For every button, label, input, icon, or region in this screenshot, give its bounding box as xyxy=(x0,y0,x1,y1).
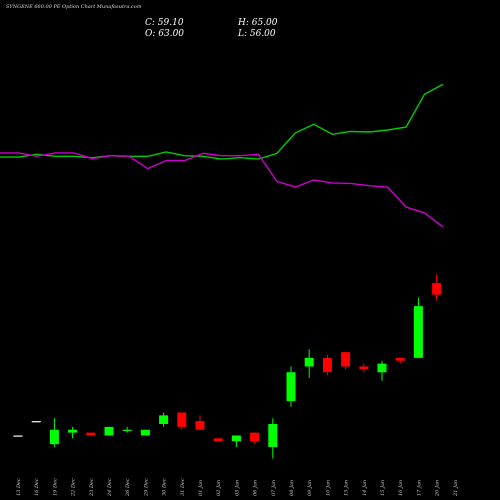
x-tick-label: 17 Jan xyxy=(416,480,422,496)
x-tick-label: 13 Dec xyxy=(16,478,22,496)
candle xyxy=(413,297,423,358)
candle-body xyxy=(140,429,150,436)
x-tick-label: 14 Jan xyxy=(362,480,368,496)
x-tick-label: 16 Jan xyxy=(398,480,404,496)
x-tick-label: 24 Dec xyxy=(107,478,113,497)
indicator-lines xyxy=(0,83,444,228)
x-tick-label: 01 Jan xyxy=(198,480,204,496)
x-tick-label: 08 Jan xyxy=(289,480,295,496)
chart-title: SYNGENE 660.00 PE Option Chart Munafasut… xyxy=(6,4,142,10)
x-tick-label: 15 Jan xyxy=(380,480,386,496)
candle-body xyxy=(268,424,278,447)
x-tick-label: 19 Dec xyxy=(52,478,58,496)
x-tick-label: 26 Dec xyxy=(125,478,131,497)
candle-body xyxy=(68,429,78,433)
candle xyxy=(104,426,114,436)
candle xyxy=(49,418,59,447)
candle-body xyxy=(122,429,132,431)
x-tick-label: 23 Dec xyxy=(89,478,95,497)
candle xyxy=(195,415,205,430)
candle xyxy=(304,349,314,378)
candle-body xyxy=(395,357,405,361)
x-tick-label: 21 Jan xyxy=(453,480,459,497)
candle xyxy=(341,352,351,370)
candle-body xyxy=(195,421,205,430)
candle xyxy=(286,366,296,407)
candle-body xyxy=(104,426,114,436)
candle-body xyxy=(359,366,369,370)
candle xyxy=(377,360,387,381)
candle-body xyxy=(432,283,442,295)
close-value: C: 59.10 xyxy=(145,18,184,28)
candle-body xyxy=(159,415,169,424)
candles xyxy=(13,274,442,459)
x-tick-label: 22 Dec xyxy=(71,478,77,497)
x-tick-label: 13 Jan xyxy=(344,480,350,496)
x-tick-label: 06 Jan xyxy=(253,480,259,496)
x-tick-label: 29 Dec xyxy=(143,478,149,497)
x-tick-label: 20 Jan xyxy=(435,480,441,497)
x-tick-label: 09 Jan xyxy=(307,480,313,496)
x-axis-ticks: 13 Dec 16 Dec 19 Dec 22 Dec 23 Dec 24 Dec 26 D… xyxy=(16,478,459,497)
x-tick-label: 31 Dec xyxy=(180,478,186,496)
candle xyxy=(359,363,369,373)
candle xyxy=(250,432,260,445)
candle xyxy=(140,429,150,436)
candle-body xyxy=(304,357,314,367)
candle xyxy=(68,426,78,439)
candle xyxy=(86,432,96,436)
candle-body xyxy=(177,412,187,427)
high-value: H: 65.00 xyxy=(238,18,278,28)
candle-body xyxy=(413,306,423,358)
indicator-line-2 xyxy=(0,152,444,228)
candle-body xyxy=(250,432,260,442)
x-tick-label: 02 Jan xyxy=(216,480,222,496)
candle xyxy=(268,418,278,459)
x-tick-label: 30 Dec xyxy=(162,478,168,496)
candle xyxy=(231,435,241,447)
x-tick-label: 03 Jan xyxy=(234,480,240,496)
candle-body xyxy=(377,363,387,373)
x-tick-label: 10 Jan xyxy=(325,480,331,496)
candle-body xyxy=(341,352,351,367)
candle xyxy=(213,438,223,442)
candle xyxy=(177,412,187,430)
candle-body xyxy=(231,435,241,442)
candle xyxy=(13,435,23,437)
candle-body xyxy=(49,429,59,445)
candle xyxy=(31,421,41,423)
candle xyxy=(432,274,442,301)
candle-body xyxy=(13,435,23,437)
candle xyxy=(122,426,132,433)
candle xyxy=(159,412,169,427)
candle-body xyxy=(213,438,223,442)
x-tick-label: 07 Jan xyxy=(271,480,277,496)
candle xyxy=(395,357,405,364)
candle-body xyxy=(86,432,96,436)
open-value: O: 63.00 xyxy=(145,29,185,39)
candle-body xyxy=(322,357,332,373)
low-value: L: 56.00 xyxy=(238,29,276,39)
candle-body xyxy=(286,372,296,401)
x-tick-label: 16 Dec xyxy=(34,478,40,496)
candle-body xyxy=(31,421,41,423)
indicator-line-1 xyxy=(0,83,444,160)
candle xyxy=(322,355,332,376)
